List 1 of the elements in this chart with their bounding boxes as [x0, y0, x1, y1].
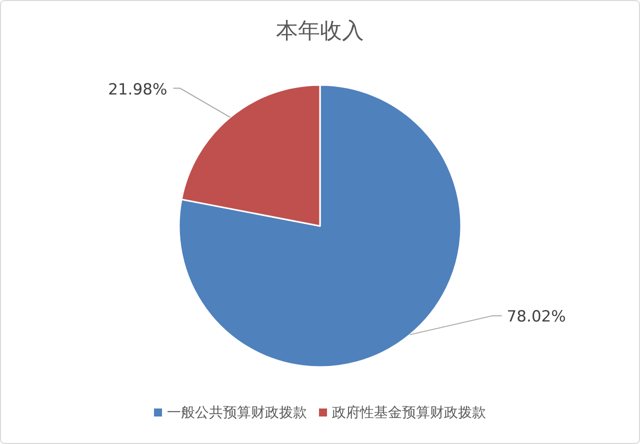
- title: 本年收入: [276, 19, 364, 44]
